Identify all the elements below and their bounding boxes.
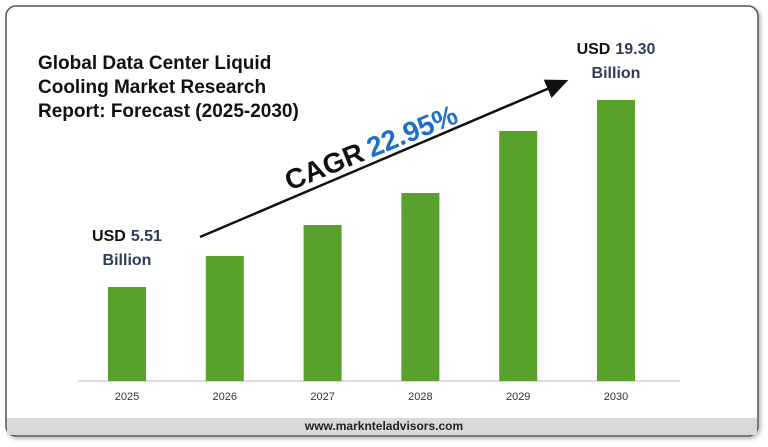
frame [5,5,759,437]
value-label: USD 19.30 [577,41,656,58]
label-value: 19.30 [615,41,655,58]
title-line: Cooling Market Research [38,77,266,98]
bar [303,225,342,381]
x-tick-label: 2025 [115,391,139,403]
footer: www.marknteladvisors.com [304,419,463,433]
x-tick-label: 2026 [213,391,237,403]
bar [401,193,440,381]
x-tick-label: 2028 [408,391,432,403]
bar [597,100,635,381]
label-prefix: USD [92,228,126,245]
bar [499,130,538,381]
plot: 2025 USD 5.51 Billion 2026 2027 2028 2029 2030 US… [92,41,655,403]
value-label: USD 5.51 [92,228,162,245]
trend-arrow [199,79,569,239]
bar [108,287,146,381]
x-tick-label: 2030 [604,391,628,403]
x-tick-label: 2029 [506,391,530,403]
bar [205,255,244,381]
title: Global Data Center Liquid Cooling Market … [38,53,299,122]
label-suffix: Billion [592,65,641,82]
label-prefix: USD [577,41,611,58]
title-line: Global Data Center Liquid [38,53,271,74]
label-suffix: Billion [103,252,152,269]
footer-band [7,418,757,435]
label-value: 5.51 [131,228,162,245]
x-tick-label: 2027 [310,391,334,403]
title-line: Report: Forecast (2025-2030) [38,101,299,122]
